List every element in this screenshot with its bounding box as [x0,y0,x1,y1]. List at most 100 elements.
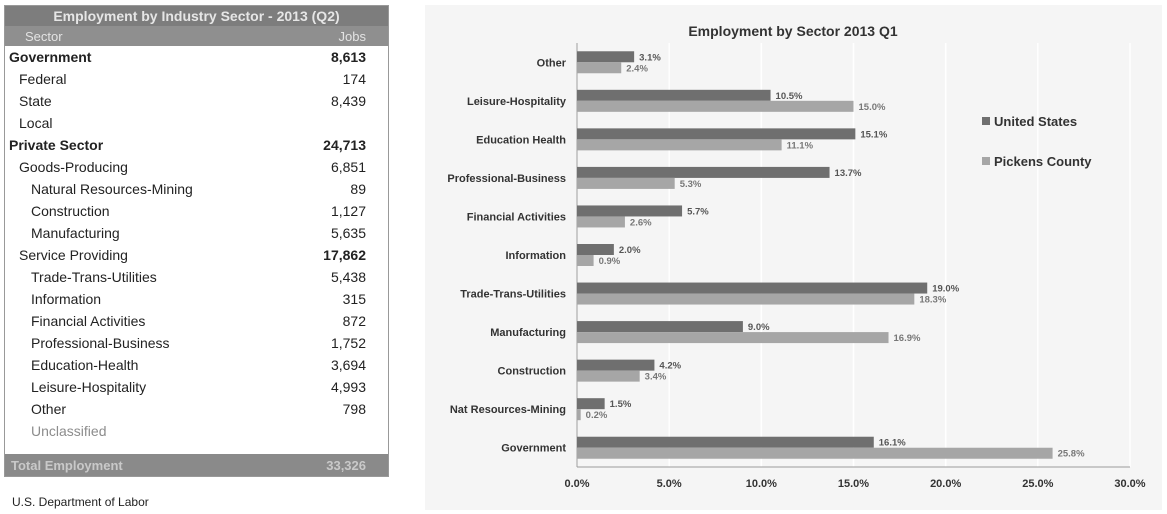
table-row: Federal 174 [5,68,388,90]
category-label: Information [506,250,567,262]
header-jobs: Jobs [338,29,366,44]
row-label: Government [9,49,92,65]
data-label: 25.8% [1058,449,1085,460]
category-label: Education Health [476,134,566,146]
table-row: State 8,439 [5,90,388,112]
data-label: 3.4% [645,372,667,383]
row-label: Education-Health [31,357,139,373]
bar-united-states [577,51,635,63]
bar-united-states [577,89,771,101]
category-label: Construction [498,366,567,378]
category-label: Government [501,443,566,455]
data-label: 0.9% [599,256,621,267]
row-value: 6,851 [330,159,366,175]
row-value: 1,752 [330,335,366,351]
legend-label: Pickens County [994,154,1092,169]
row-value: 315 [342,291,366,307]
table-row: Trade-Trans-Utilities 5,438 [5,266,388,288]
x-tick-label: 20.0% [930,478,961,490]
bar-united-states [577,398,605,410]
row-value: 1,127 [330,203,366,219]
source-note: U.S. Department of Labor [12,495,149,509]
footer-value: 33,326 [326,458,366,473]
data-label: 10.5% [776,91,803,102]
bar-chart: Employment by Sector 2013 Q1 0.0% 5.0% 10.0… [447,23,1145,490]
table-row: Professional-Business 1,752 [5,332,388,354]
category-label: Manufacturing [490,327,566,339]
row-value: 872 [342,313,366,329]
bar-united-states [577,166,830,178]
data-label: 11.1% [787,140,814,151]
row-label: Manufacturing [31,225,120,241]
row-value: 3,694 [330,357,366,373]
legend-swatch [982,117,990,125]
data-label: 13.7% [835,168,862,179]
row-value: 5,438 [330,269,366,285]
bar-united-states [577,205,683,217]
row-label: Service Providing [19,247,128,263]
data-label: 4.2% [659,361,681,372]
table-footer: Total Employment 33,326 [5,454,388,476]
row-value: 8,439 [330,93,366,109]
row-label: Construction [31,203,110,219]
row-label: State [19,93,52,109]
bar-united-states [577,359,655,371]
data-label: 0.2% [586,410,608,421]
bar-pickens-county [577,293,915,305]
row-value: 174 [342,71,366,87]
table-row: Natural Resources-Mining 89 [5,178,388,200]
bar-pickens-county [577,370,640,382]
row-value: 798 [342,401,366,417]
table-row: Education-Health 3,694 [5,354,388,376]
row-label: Other [31,401,67,417]
table-body: Government 8,613 Federal 174 State 8,439 Local… [5,46,388,442]
row-label: Private Sector [9,137,104,153]
row-value: 4,993 [330,379,366,395]
footer-label: Total Employment [11,458,123,473]
table-title: Employment by Industry Sector - 2013 (Q2… [5,6,388,26]
category-label: Leisure-Hospitality [467,96,567,108]
row-value: 89 [350,181,366,197]
table-row: Information 315 [5,288,388,310]
row-label: Natural Resources-Mining [31,181,193,197]
data-label: 16.1% [879,438,906,449]
bar-united-states [577,436,874,448]
row-value: 5,635 [330,225,366,241]
table-row: Leisure-Hospitality 4,993 [5,376,388,398]
row-label: Unclassified [31,423,107,439]
table-row: Private Sector 24,713 [5,134,388,156]
data-label: 18.3% [919,295,946,306]
bar-pickens-county [577,447,1053,459]
bar-pickens-county [577,62,622,74]
employment-table: Employment by Industry Sector - 2013 (Q2… [4,5,389,477]
table-row: Unclassified [5,420,388,442]
chart-panel: Employment by Sector 2013 Q1 0.0% 5.0% 10.0… [425,5,1162,510]
row-label: Federal [19,71,67,87]
bar-pickens-county [577,216,625,228]
x-tick-label: 25.0% [1022,478,1053,490]
bar-united-states [577,244,614,255]
x-tick-label: 5.0% [657,478,682,490]
row-label: Leisure-Hospitality [31,379,147,395]
row-label: Information [31,291,102,307]
table-header: Sector Jobs [5,26,388,46]
table-row: Financial Activities 872 [5,310,388,332]
table-row: Government 8,613 [5,46,388,68]
category-label: Financial Activities [467,211,566,223]
x-tick-label: 30.0% [1114,478,1145,490]
bar-united-states [577,321,743,333]
bar-pickens-county [577,100,854,112]
data-label: 15.1% [860,129,887,140]
bar-pickens-county [577,177,675,189]
category-label: Trade-Trans-Utilities [460,289,566,301]
table-row: Service Providing 17,862 [5,244,388,266]
x-tick-label: 10.0% [746,478,777,490]
category-label: Nat Resources-Mining [450,404,566,416]
chart-title: Employment by Sector 2013 Q1 [688,23,898,39]
bar-united-states [577,128,856,140]
data-label: 3.1% [639,52,661,63]
data-label: 2.0% [619,245,641,256]
table-row: Other 798 [5,398,388,420]
data-label: 2.4% [626,63,648,74]
legend-label: United States [994,114,1077,129]
